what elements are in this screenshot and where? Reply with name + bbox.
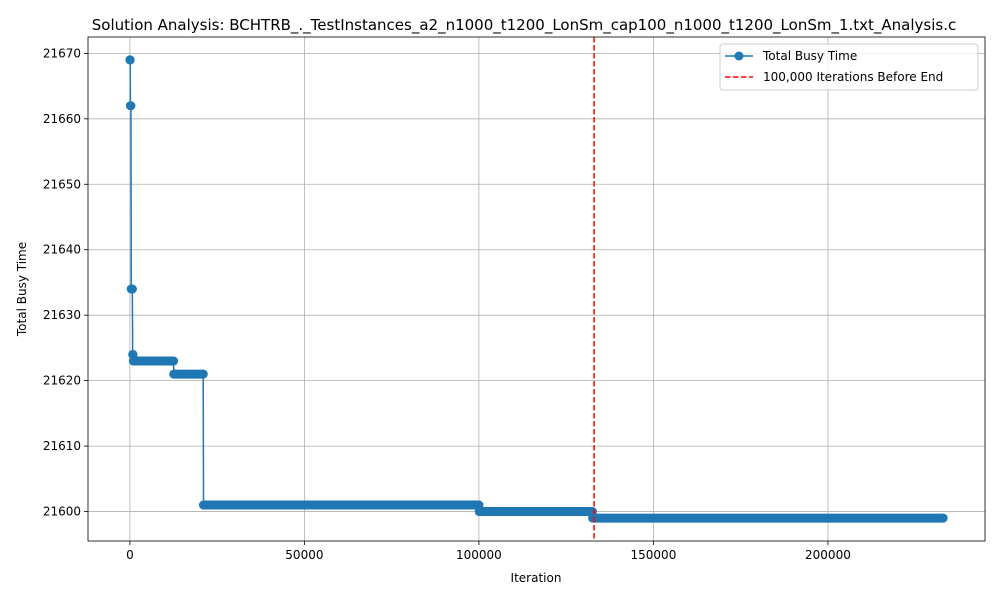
x-tick-label: 150000	[631, 548, 677, 562]
plot-area-frame	[87, 36, 986, 542]
data-point	[169, 369, 179, 379]
y-tick-label: 21660	[43, 112, 81, 126]
data-point	[474, 500, 484, 510]
y-tick-label: 21640	[43, 243, 81, 257]
y-tick-label: 21600	[43, 505, 81, 519]
grid	[88, 37, 985, 541]
legend-box	[719, 43, 979, 91]
data-point	[128, 349, 138, 359]
y-tick-label: 21620	[43, 374, 81, 388]
legend: Total Busy Time 100,000 Iterations Befor…	[719, 43, 979, 91]
x-axis-label: Iteration	[511, 571, 562, 585]
data-point	[126, 101, 136, 111]
data-point	[474, 507, 484, 517]
y-axis-label: Total Busy Time	[15, 242, 29, 337]
ticks: 0 50000 100000 150000 200000 21600 21610 21620 2…	[43, 46, 851, 562]
data-point	[125, 55, 135, 65]
series-line-total-busy-time	[129, 59, 944, 519]
y-tick-label: 21670	[43, 46, 81, 60]
data-point	[199, 500, 209, 510]
x-tick-label: 0	[126, 548, 134, 562]
x-tick-label: 100000	[456, 548, 502, 562]
y-tick-label: 21610	[43, 439, 81, 453]
data-point	[127, 284, 137, 294]
data-point	[588, 513, 598, 523]
x-tick-label: 50000	[285, 548, 323, 562]
y-tick-label: 21630	[43, 308, 81, 322]
legend-label-iterations-before-end: 100,000 Iterations Before End	[763, 70, 943, 84]
chart-title: Solution Analysis: BCHTRB_._TestInstance…	[92, 16, 956, 35]
data-point	[938, 513, 948, 523]
data-point	[198, 369, 208, 379]
data-point	[169, 356, 179, 366]
x-tick-label: 200000	[805, 548, 851, 562]
legend-label-total-busy-time: Total Busy Time	[762, 49, 857, 63]
legend-marker-total-busy-time	[734, 51, 744, 61]
data-layer	[125, 37, 948, 541]
y-tick-label: 21650	[43, 177, 81, 191]
data-point	[128, 356, 138, 366]
